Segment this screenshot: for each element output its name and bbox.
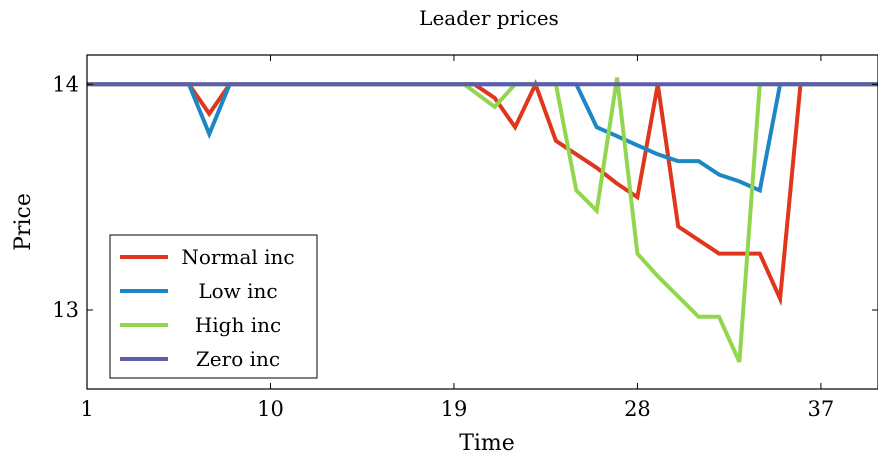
tick-layer: 1 10 19 28 37 13 14 (52, 55, 878, 421)
x-tick-label: 19 (441, 397, 468, 421)
series-line-high-inc (87, 77, 878, 363)
chart-title: Leader prices (419, 6, 559, 30)
x-tick-label: 1 (80, 397, 93, 421)
x-tick-label: 28 (624, 397, 651, 421)
y-tick-label: 14 (52, 72, 79, 96)
x-tick-label: 37 (808, 397, 835, 421)
series-line-low-inc (87, 82, 878, 194)
legend-label: Low inc (198, 279, 277, 303)
plot-frame (86, 54, 878, 390)
series-layer (87, 77, 878, 363)
legend-label: Normal inc (181, 245, 294, 269)
legend-label: High inc (195, 313, 281, 337)
y-axis-label: Price (11, 193, 36, 251)
legend-label: Zero inc (196, 347, 280, 371)
x-tick-label: 10 (257, 397, 284, 421)
legend: Normal inc Low inc High inc Zero inc (109, 234, 318, 379)
y-tick-label: 13 (52, 298, 79, 322)
x-axis-label: Time (459, 431, 515, 456)
